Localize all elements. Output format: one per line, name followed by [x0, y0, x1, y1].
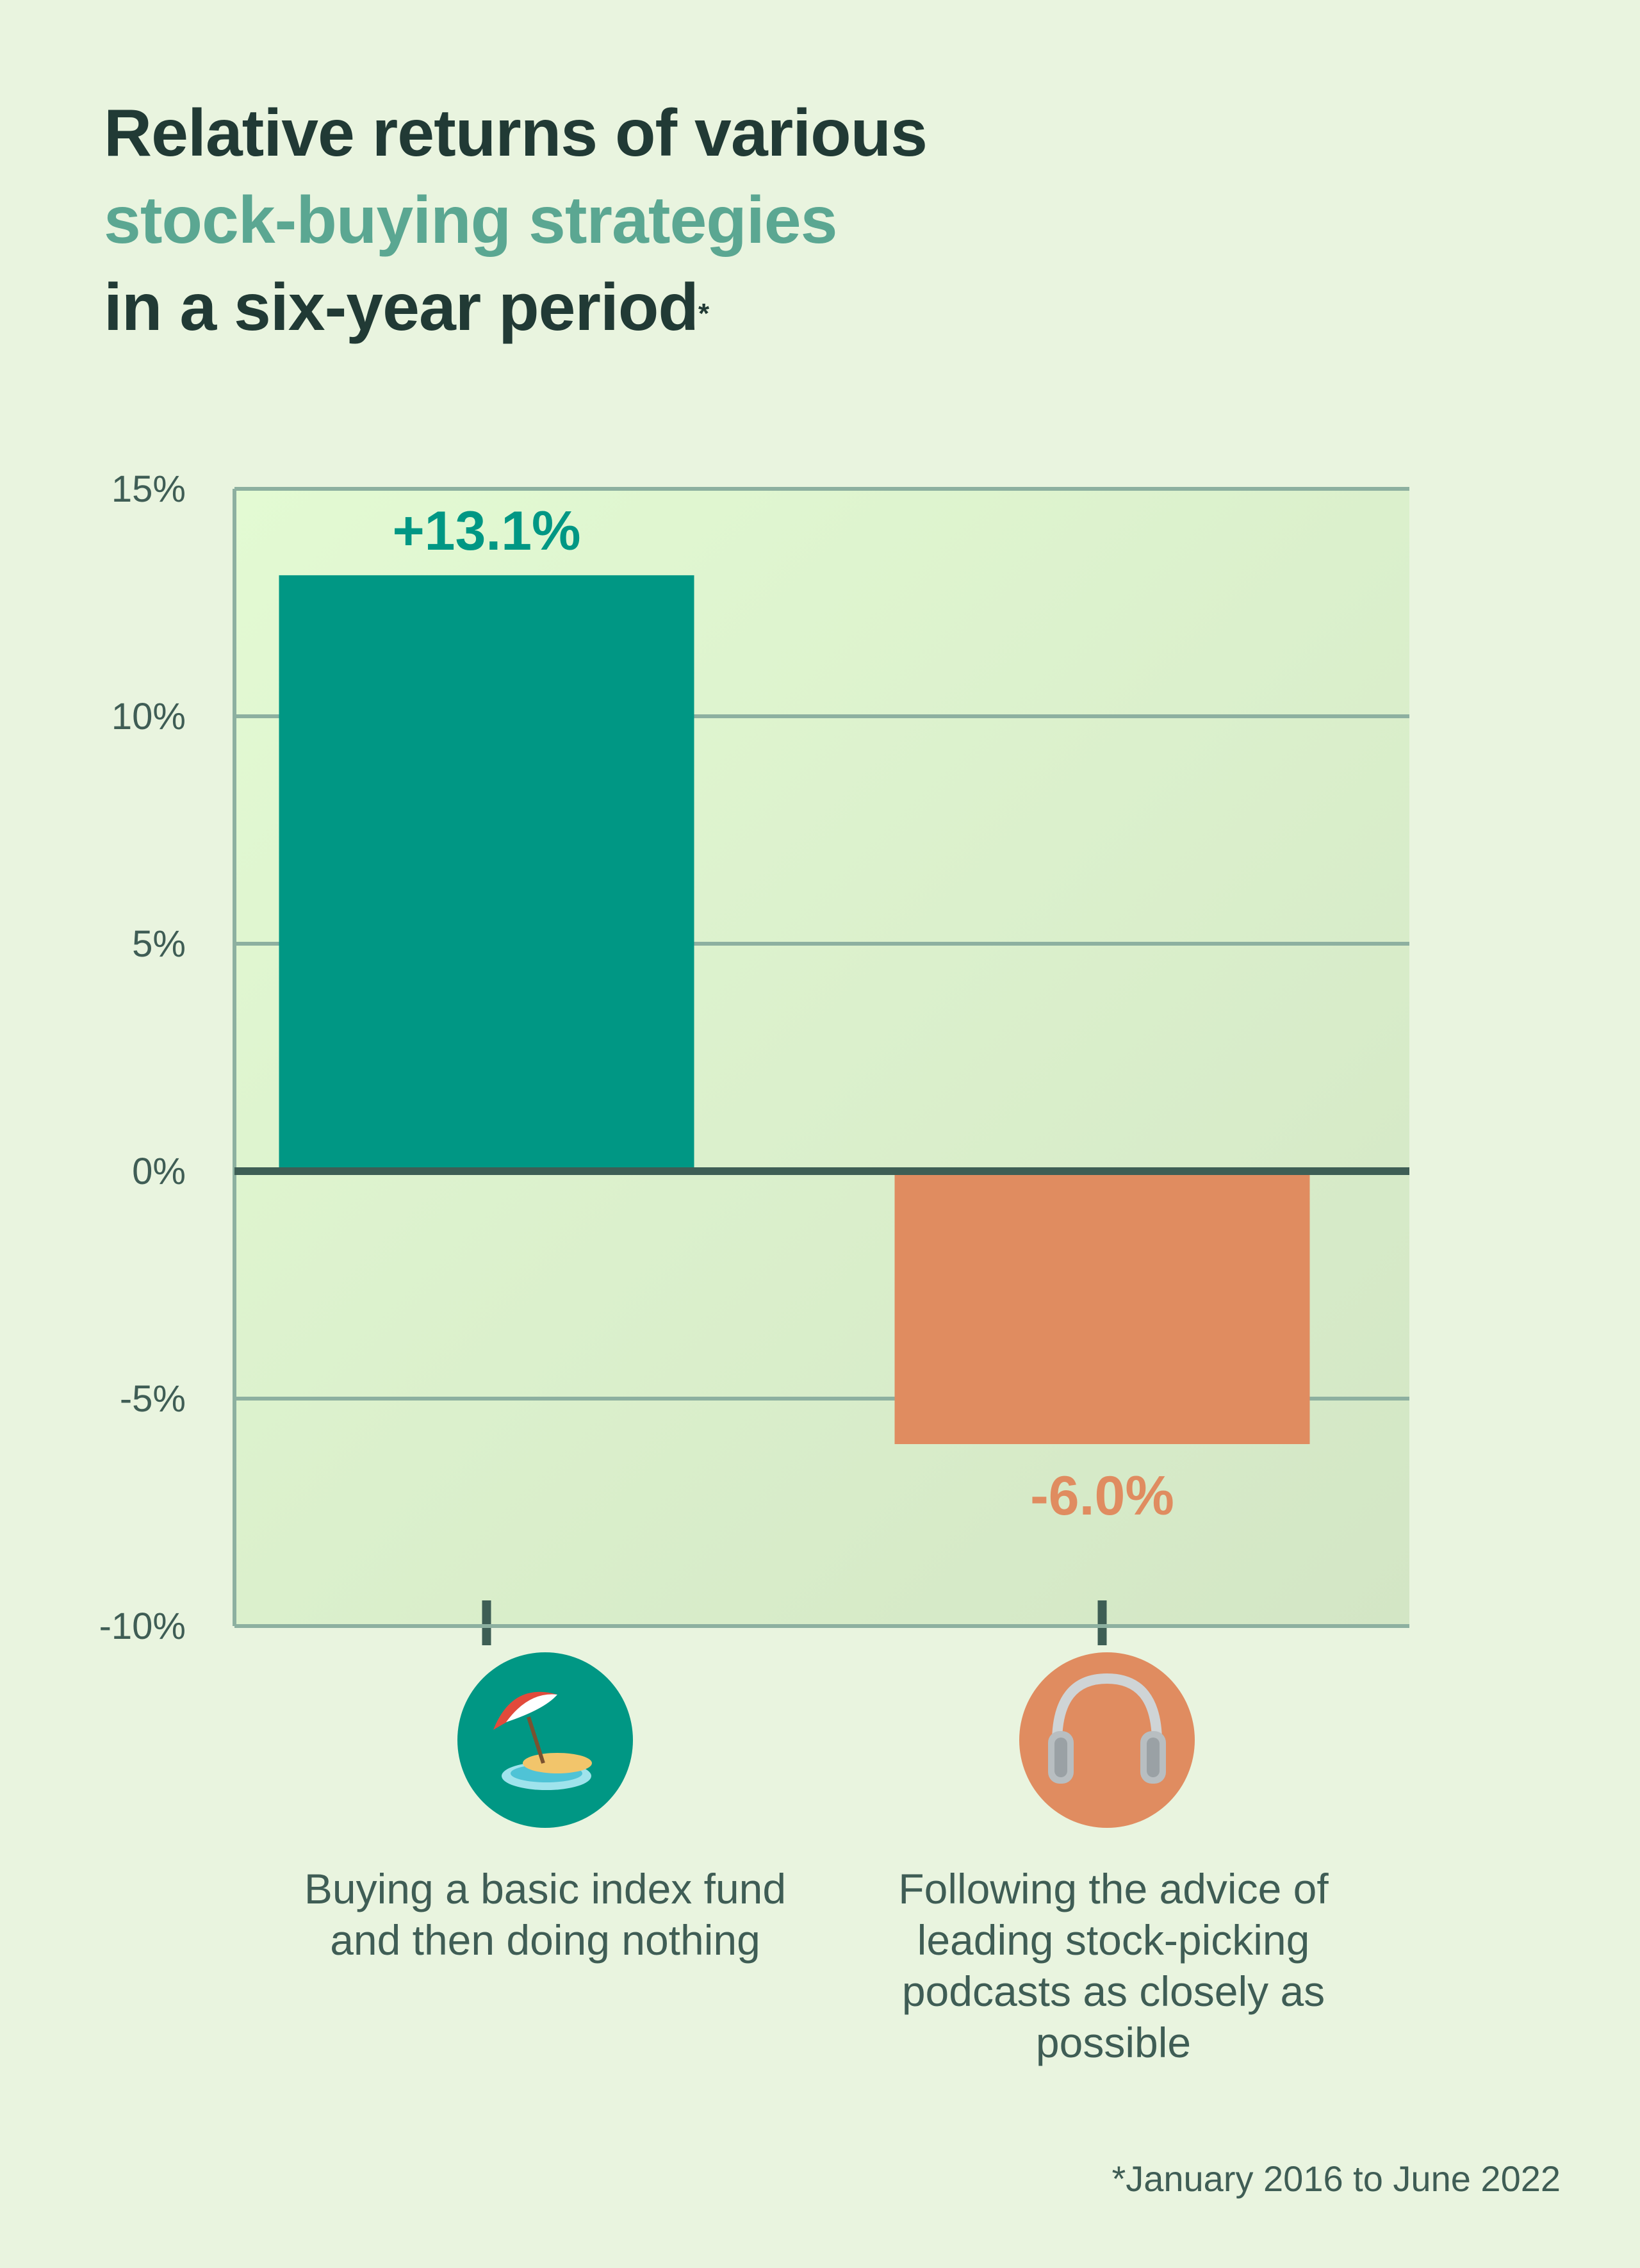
footnote: *January 2016 to June 2022 — [1111, 2158, 1561, 2199]
bar-data-labels: +13.1% -6.0% — [392, 500, 1174, 1527]
headphones-icon — [1019, 1652, 1195, 1828]
y-tick-label: 15% — [111, 468, 186, 510]
title-line-2: stock-buying strategies — [104, 183, 837, 258]
chart-title: Relative returns of various stock-buying… — [104, 90, 928, 351]
category-label-index-fund: Buying a basic index fund and then doing… — [304, 1865, 787, 1964]
bars — [279, 575, 1310, 1444]
x-axis-ticks — [234, 1167, 1409, 1645]
y-tick-label: 5% — [132, 923, 186, 965]
y-axis-ticks: 15% 10% 5% 0% -5% -10% — [99, 468, 186, 1647]
title-line-3: in a six-year period* — [104, 264, 927, 351]
y-tick-label: -5% — [120, 1378, 186, 1420]
title-footnote-marker: * — [698, 298, 709, 329]
y-tick-label: 0% — [132, 1151, 186, 1192]
y-tick-label: 10% — [111, 696, 186, 737]
y-tick-label: -10% — [99, 1606, 186, 1647]
bar — [894, 1171, 1310, 1444]
beach-umbrella-island-icon — [457, 1652, 633, 1828]
category-label-podcasts: Following the advice of leading stock-pi… — [898, 1865, 1329, 2066]
bar-data-label: -6.0% — [1030, 1465, 1174, 1527]
bar — [279, 575, 694, 1171]
title-line-3-text: in a six-year period — [104, 270, 699, 345]
bar-data-label: +13.1% — [392, 500, 580, 562]
title-line-1: Relative returns of various — [104, 96, 928, 170]
